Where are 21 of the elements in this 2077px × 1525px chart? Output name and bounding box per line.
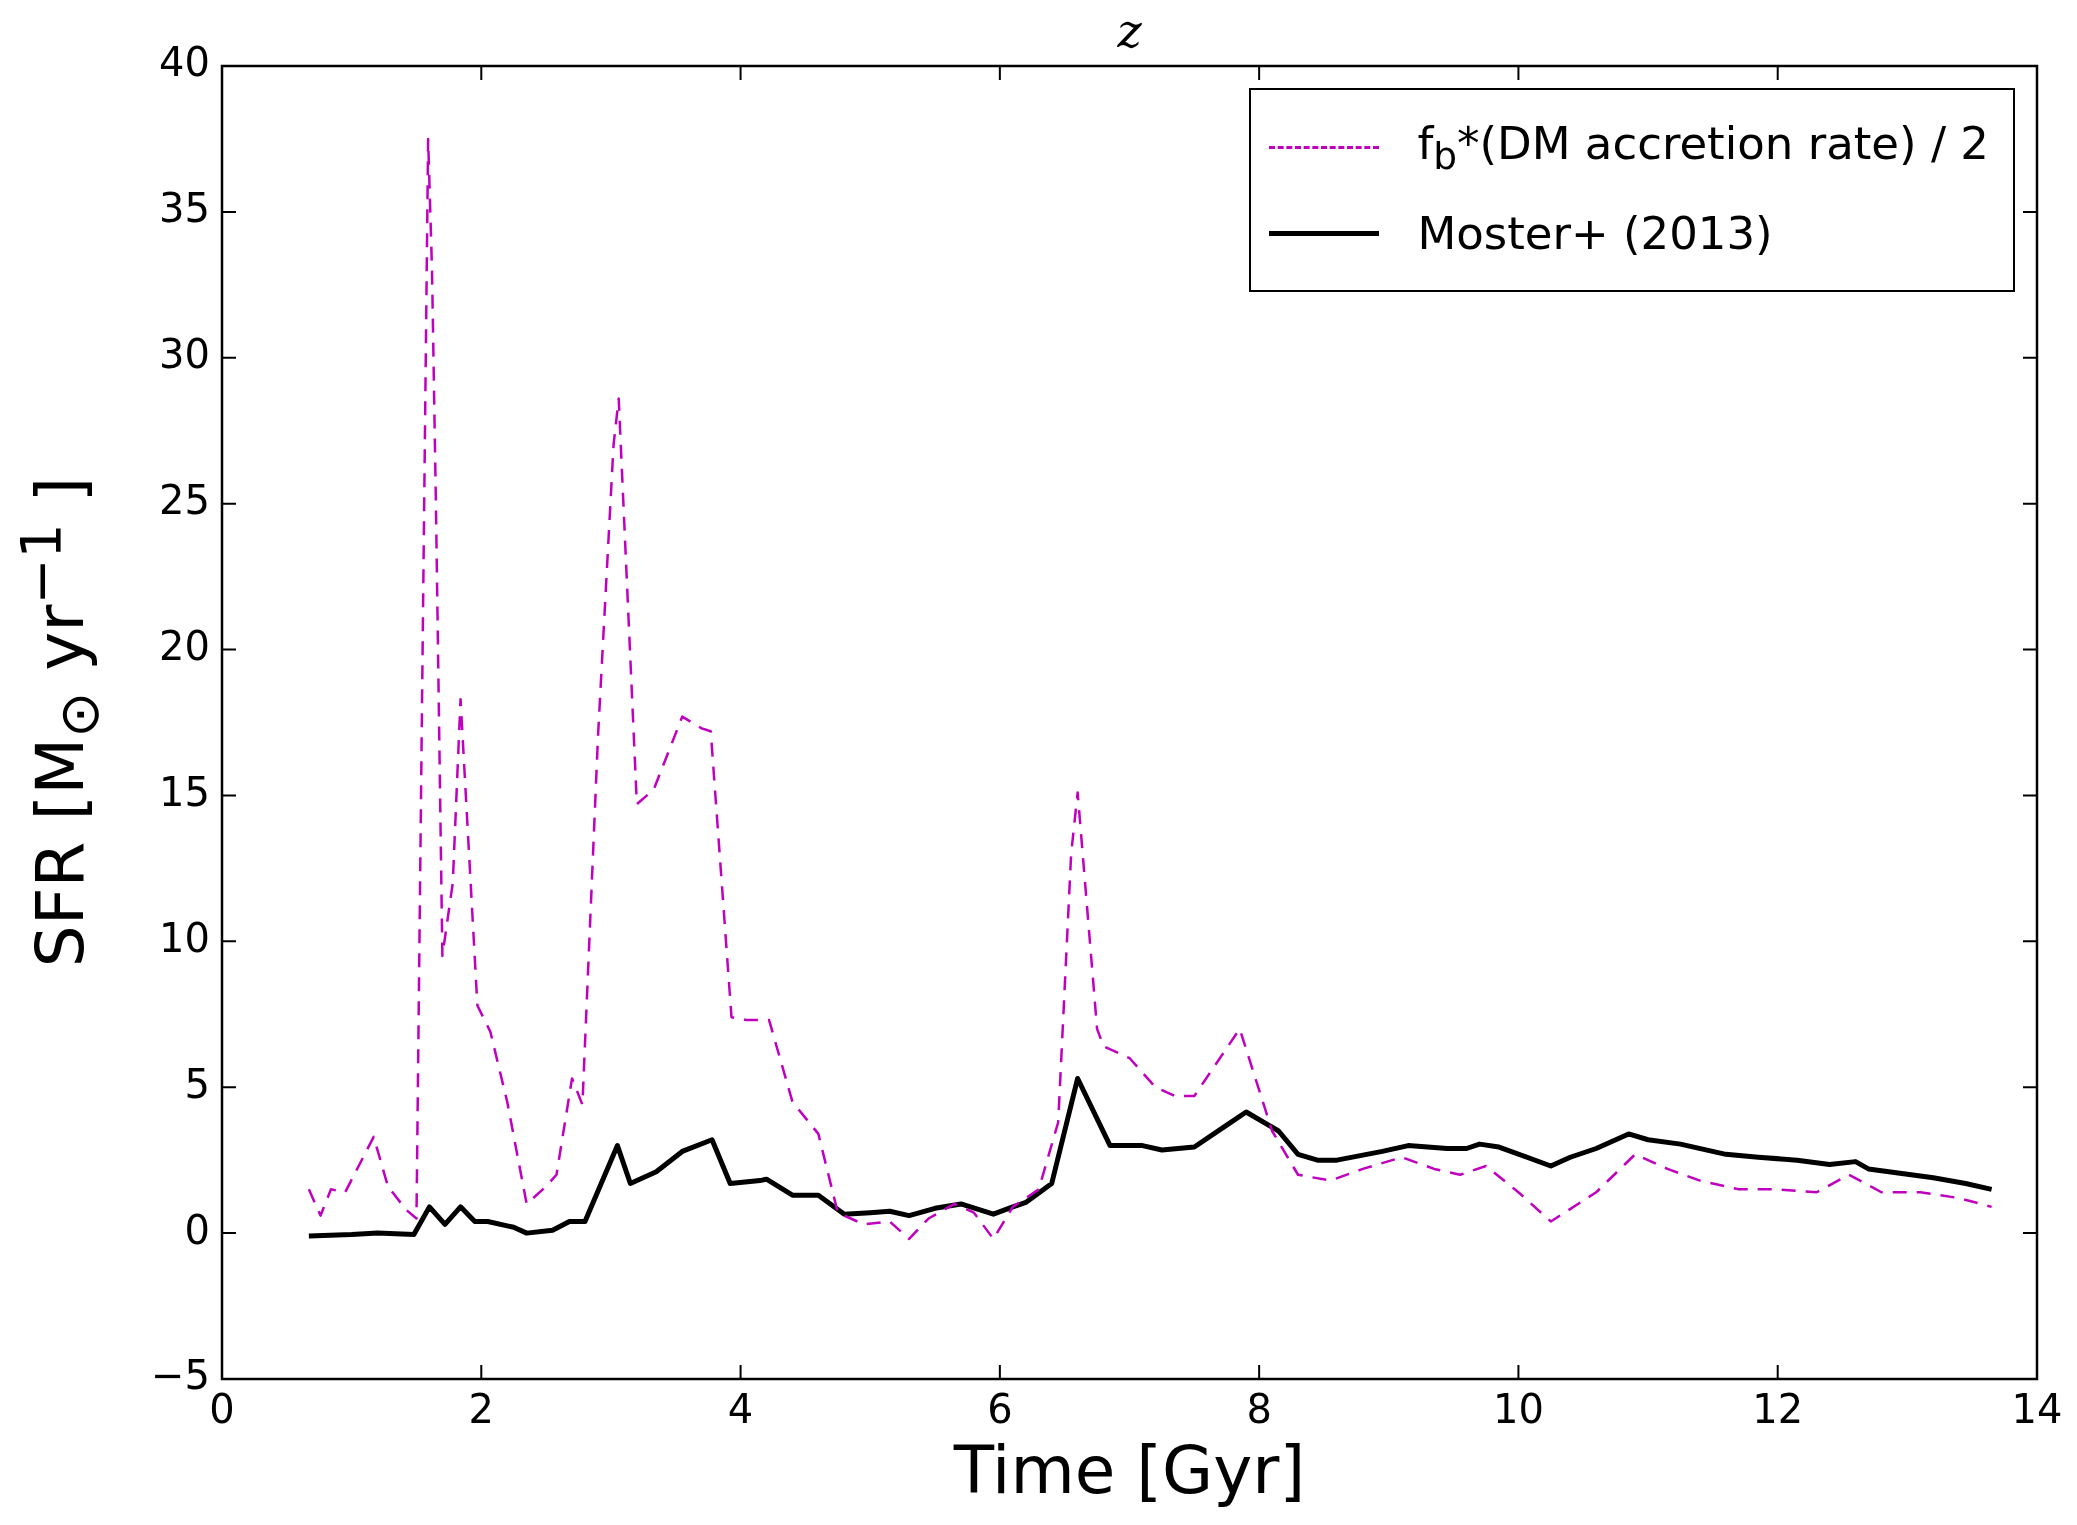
y-tick-label: 40: [159, 39, 210, 86]
y-tick-label: 10: [159, 914, 210, 961]
x-tick-label: 8: [1246, 1386, 1272, 1433]
x-tick-label: 4: [727, 1386, 754, 1433]
x-tick-label: 2: [468, 1386, 495, 1433]
y-tick-label: 25: [159, 477, 210, 524]
legend-label: Moster+ (2013): [1417, 206, 1773, 260]
y-tick-label: 5: [184, 1060, 210, 1107]
x-tick-label: 12: [1752, 1386, 1804, 1433]
y-tick-label: 15: [159, 768, 210, 815]
x-tick-label: 6: [987, 1386, 1013, 1433]
y-tick-label: 30: [159, 331, 210, 378]
x-tick-label: 14: [2011, 1386, 2063, 1433]
x-tick-label: 10: [1492, 1386, 1544, 1433]
chart-title: z: [1116, 4, 1143, 58]
y-tick-label: 35: [159, 185, 210, 232]
legend-label: f$_{b}$*(DM accretion rate) / 2: [1417, 116, 1989, 178]
x-axis-title: Time [Gyr]: [952, 1432, 1307, 1509]
y-tick-label: 0: [184, 1206, 210, 1253]
y-tick-label: 20: [159, 622, 210, 669]
y-tick-label: −5: [151, 1352, 210, 1399]
